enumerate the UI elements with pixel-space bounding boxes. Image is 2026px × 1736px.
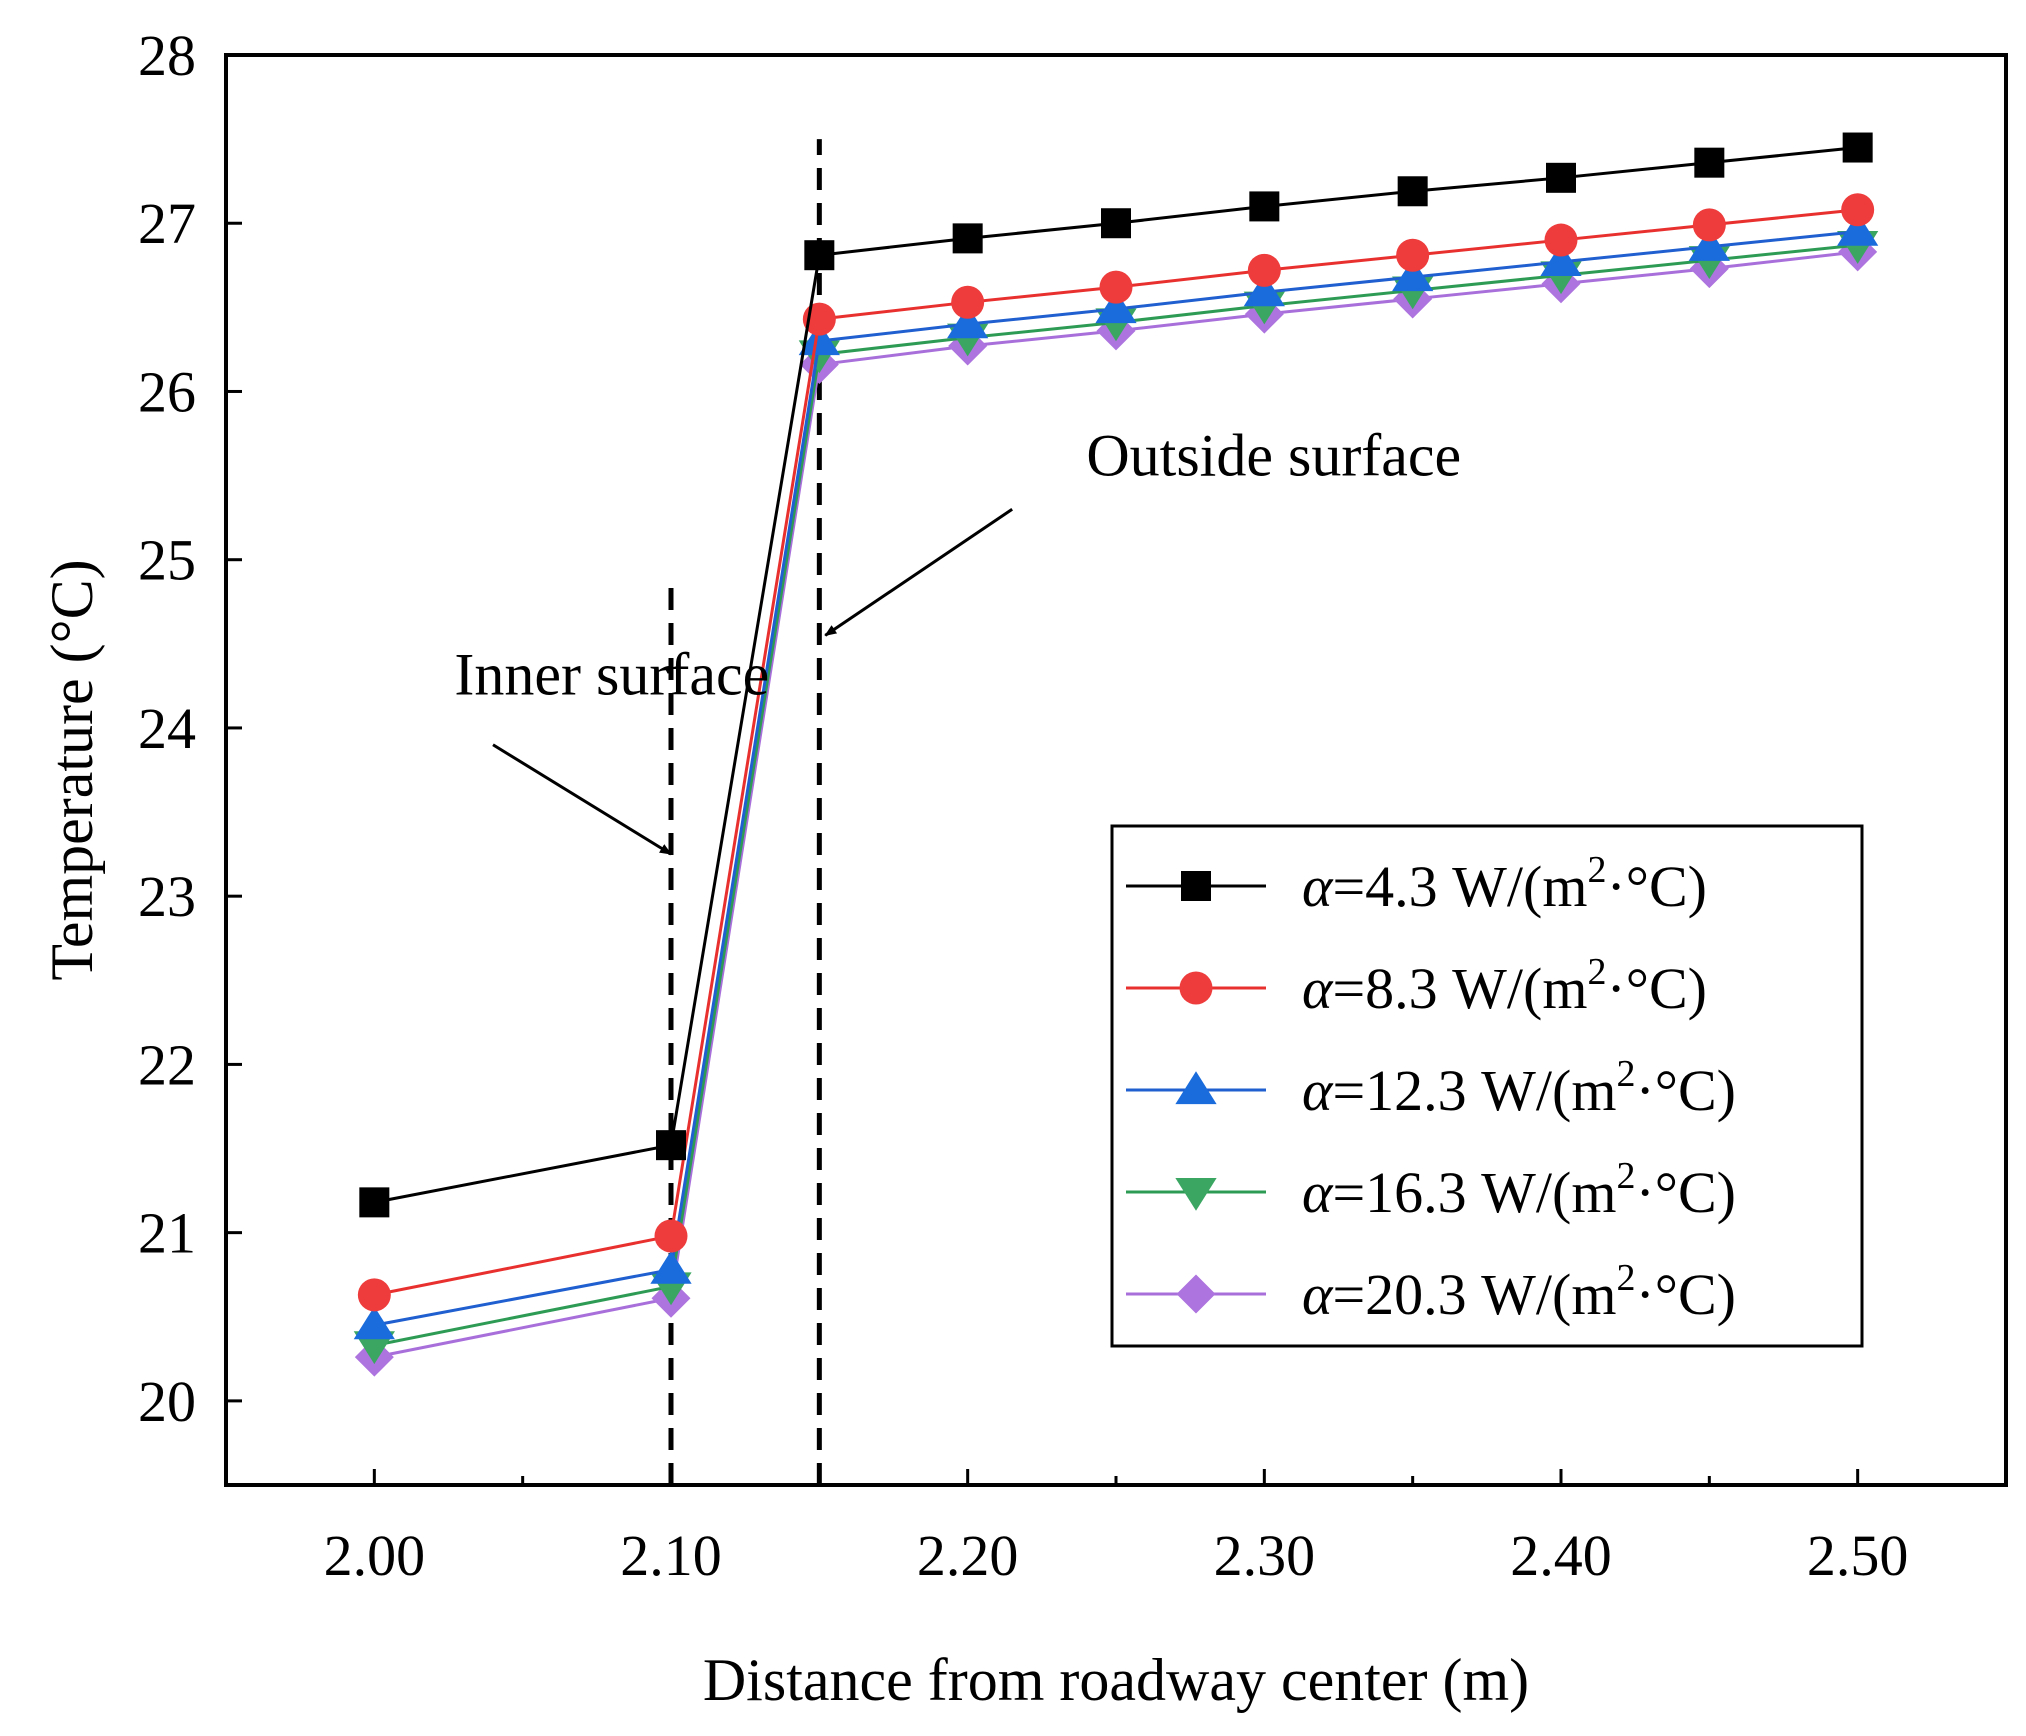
legend-label: α=8.3 W/(m2·°C)	[1302, 951, 1707, 1021]
y-tick-label: 24	[138, 696, 196, 761]
data-point	[1101, 208, 1131, 239]
y-axis-title: Temperature (°C)	[39, 559, 105, 980]
legend-marker	[1176, 1274, 1216, 1314]
legend: α=4.3 W/(m2·°C) α=8.3 W/(m2·°C) α=12.3 W/(…	[1110, 824, 1864, 1348]
annotation-arrow	[492, 743, 672, 856]
data-point	[1837, 212, 1879, 246]
data-point	[1397, 176, 1428, 207]
data-point	[650, 1250, 692, 1284]
data-point	[1540, 243, 1582, 276]
series-line	[374, 250, 1858, 1359]
data-point	[1392, 258, 1434, 292]
x-tick-label: 2.20	[917, 1523, 1019, 1588]
data-series	[353, 132, 1879, 1377]
annotation-label: Outside surface	[1086, 423, 1461, 489]
data-point	[353, 1306, 395, 1340]
data-point	[951, 285, 985, 319]
data-point	[1243, 273, 1285, 307]
legend-marker	[1175, 1177, 1217, 1211]
x-tick-label: 2.10	[620, 1523, 722, 1588]
data-point	[1249, 191, 1280, 222]
legend-box	[1110, 824, 1864, 1348]
legend-entry: α=16.3 W/(m2·°C)	[1126, 1155, 1736, 1225]
series-line	[374, 243, 1858, 1347]
data-point	[798, 322, 840, 356]
series-3	[353, 212, 1879, 1340]
y-tick-label: 27	[138, 191, 196, 256]
legend-marker	[1181, 871, 1211, 901]
data-point	[804, 240, 835, 271]
data-point	[952, 223, 983, 254]
y-tick-label: 28	[138, 23, 196, 88]
x-tick-label: 2.50	[1807, 1523, 1909, 1588]
data-point	[1841, 193, 1875, 227]
annotations: Inner surface Outside surface	[454, 423, 1461, 856]
legend-marker	[1179, 971, 1213, 1005]
data-point	[1247, 253, 1281, 287]
annotation-label: Inner surface	[454, 641, 769, 707]
data-point	[1544, 223, 1578, 257]
data-point	[353, 1331, 395, 1365]
data-point	[1546, 162, 1576, 193]
data-point	[1842, 132, 1873, 163]
series-line	[374, 146, 1858, 1204]
x-axis-title: Distance from roadway center (m)	[703, 1647, 1529, 1713]
data-point	[1396, 238, 1430, 272]
legend-label: α=20.3 W/(m2·°C)	[1302, 1257, 1736, 1327]
data-point	[947, 305, 989, 339]
series-line	[374, 230, 1858, 1327]
series-line	[374, 208, 1858, 1297]
legend-entry: α=8.3 W/(m2·°C)	[1126, 951, 1707, 1021]
y-tick-label: 23	[138, 864, 196, 929]
legend-entry: α=12.3 W/(m2·°C)	[1126, 1053, 1736, 1123]
series-1	[359, 132, 1873, 1218]
legend-entry: α=20.3 W/(m2·°C)	[1126, 1257, 1736, 1327]
data-point	[1099, 270, 1133, 304]
x-tick-label: 2.00	[324, 1523, 426, 1588]
annotation-arrow	[824, 507, 1014, 637]
y-tick-label: 21	[138, 1201, 196, 1266]
y-tick-label: 22	[138, 1032, 196, 1097]
y-tick-label: 20	[138, 1369, 196, 1434]
data-point	[1694, 147, 1725, 178]
data-point	[1688, 228, 1730, 261]
y-tick-label: 25	[138, 528, 196, 593]
y-tick-label: 26	[138, 359, 196, 424]
legend-label: α=4.3 W/(m2·°C)	[1302, 849, 1707, 919]
data-point	[656, 1130, 686, 1161]
x-tick-label: 2.40	[1510, 1523, 1612, 1588]
data-point	[359, 1187, 390, 1218]
x-tick-label: 2.30	[1214, 1523, 1316, 1588]
data-point	[1692, 208, 1726, 242]
legend-marker	[1175, 1071, 1217, 1105]
data-point	[357, 1278, 391, 1312]
data-point	[654, 1219, 688, 1253]
legend-label: α=16.3 W/(m2·°C)	[1302, 1155, 1736, 1225]
axes: 2.00 2.10 2.20 2.30 2.40 2.50 20 21 22 23 24 25 26 27…	[138, 23, 2008, 1588]
legend-label: α=12.3 W/(m2·°C)	[1302, 1053, 1736, 1123]
data-point	[1095, 290, 1137, 324]
legend-entry: α=4.3 W/(m2·°C)	[1126, 849, 1707, 919]
